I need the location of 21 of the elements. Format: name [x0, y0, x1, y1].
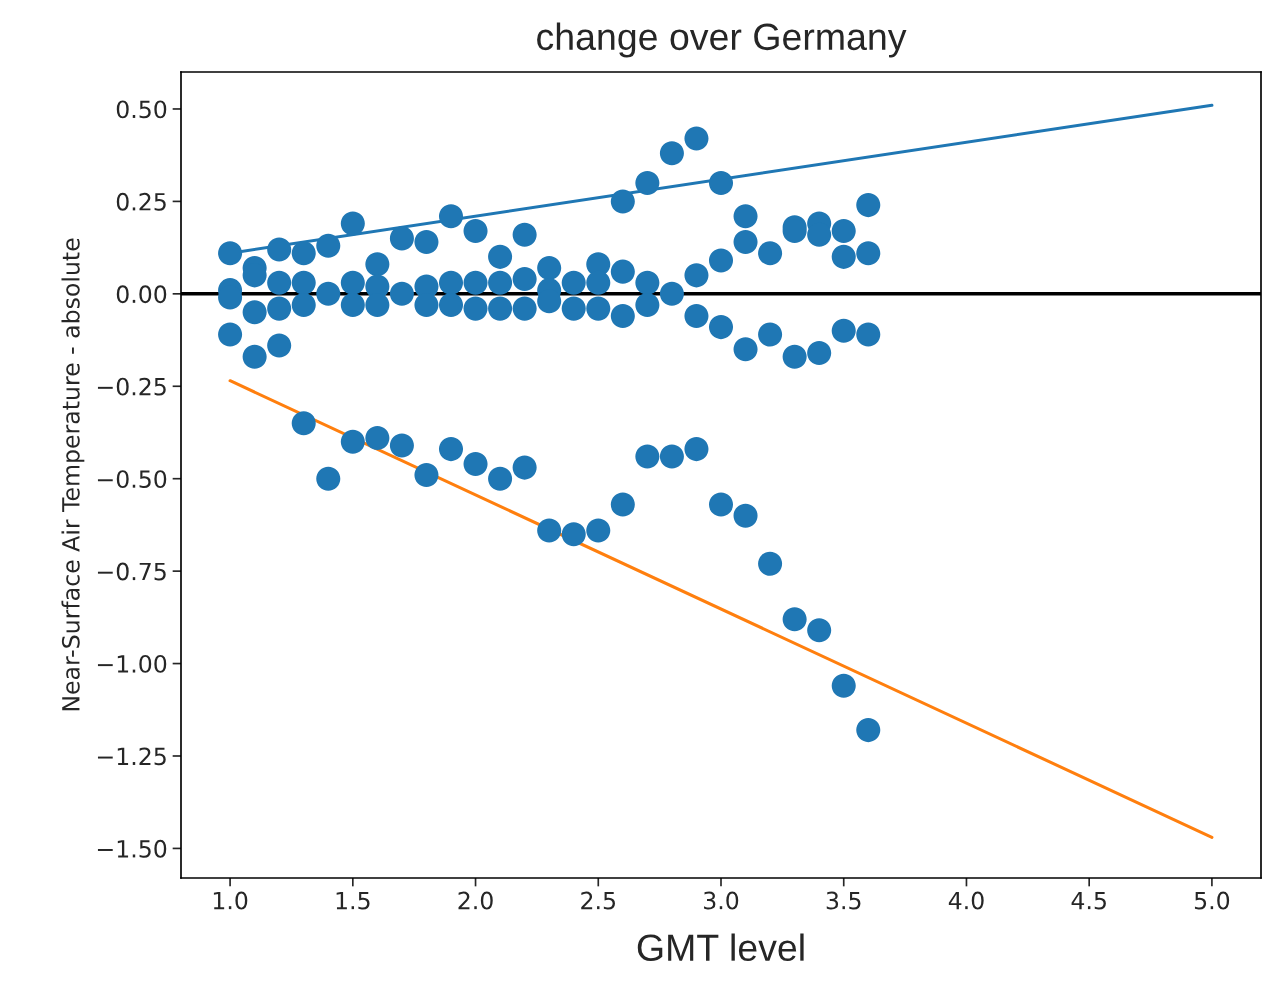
- y-tick-label: −0.50: [97, 470, 167, 488]
- x-tick-label: 2.0: [458, 891, 493, 910]
- y-tick-label: −0.75: [97, 562, 166, 581]
- y-tick-label: −1.50: [97, 839, 167, 858]
- x-tick-label: 5.0: [1194, 891, 1230, 910]
- y-tick-label: 0.50: [116, 100, 167, 119]
- x-tick-label: 3.5: [826, 891, 861, 910]
- y-tick-label: −0.25: [97, 377, 166, 396]
- x-tick-label: 3.0: [704, 891, 739, 910]
- x-tick-label: 4.0: [948, 891, 984, 910]
- y-tick-label: 0.00: [116, 285, 167, 304]
- x-tick-label: 1.5: [336, 891, 370, 910]
- x-tick-label: 2.5: [581, 891, 615, 910]
- x-axis-title: GMT level: [637, 933, 804, 962]
- chart-title: change over Germany: [537, 22, 907, 58]
- x-tick-label: 1.0: [213, 891, 248, 910]
- y-tick-label: 0.25: [116, 192, 166, 211]
- y-tick-label: −1.25: [97, 747, 166, 766]
- x-tick-label: 4.5: [1071, 891, 1106, 910]
- y-tick-label: −1.00: [97, 655, 167, 673]
- y-axis-title: Near-Surface Air Temperature - absolute: [61, 238, 85, 711]
